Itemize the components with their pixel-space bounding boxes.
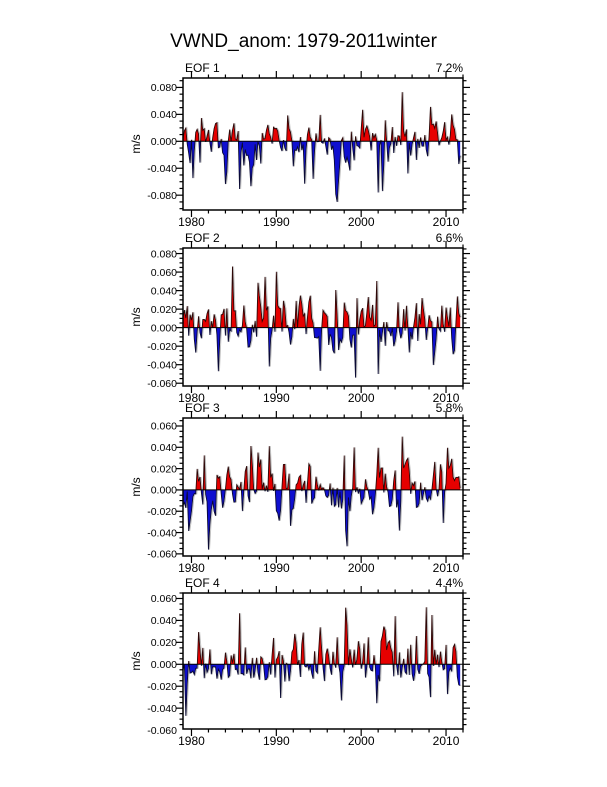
x-tick-label: 2010 bbox=[433, 734, 460, 748]
y-tick-label: 0.000 bbox=[151, 485, 177, 497]
y-tick-label: 0.040 bbox=[151, 442, 177, 454]
eof4-plot-area: 1980 1990 2000 2010 0.060 0.040 0.020 0.000 -0.0… bbox=[147, 586, 470, 748]
x-tick-label: 2010 bbox=[433, 391, 460, 405]
y-tick-label: -0.060 bbox=[147, 378, 177, 390]
y-tick-label: -0.040 bbox=[147, 163, 177, 175]
y-tick-label: -0.020 bbox=[147, 341, 177, 353]
y-tick-label: -0.080 bbox=[147, 190, 177, 202]
y-tick-label: -0.060 bbox=[147, 549, 177, 561]
y-tick-label: 0.040 bbox=[151, 109, 177, 121]
eof2-y-axis-unit: m/s bbox=[129, 307, 143, 326]
eof2-percent-label: 6.6% bbox=[436, 231, 464, 245]
y-tick-label: 0.060 bbox=[151, 421, 177, 433]
x-tick-label: 1980 bbox=[178, 561, 205, 575]
x-tick-label: 1980 bbox=[178, 215, 205, 229]
x-tick-label: 1990 bbox=[263, 734, 290, 748]
x-tick-label: 2010 bbox=[433, 215, 460, 229]
y-tick-label: -0.060 bbox=[147, 725, 177, 737]
y-tick-label: 0.020 bbox=[151, 304, 177, 316]
y-tick-label: 0.060 bbox=[151, 267, 177, 279]
x-tick-label: 1990 bbox=[263, 391, 290, 405]
eof1-label: EOF 1 bbox=[185, 61, 220, 75]
y-tick-label: -0.040 bbox=[147, 359, 177, 371]
y-tick-label: -0.040 bbox=[147, 527, 177, 539]
eof1-percent-label: 7.2% bbox=[436, 61, 464, 75]
y-tick-label: -0.040 bbox=[147, 703, 177, 715]
y-tick-label: 0.000 bbox=[151, 322, 177, 334]
y-tick-label: 0.040 bbox=[151, 615, 177, 627]
eof2-plot-area: 1980 1990 2000 2010 0.080 0.060 0.040 0.020 0.00… bbox=[147, 241, 470, 405]
eof4-y-axis-unit: m/s bbox=[129, 651, 143, 670]
y-tick-label: 0.060 bbox=[151, 593, 177, 605]
x-tick-label: 2000 bbox=[348, 561, 375, 575]
y-tick-label: 0.000 bbox=[151, 136, 177, 148]
y-tick-label: -0.020 bbox=[147, 506, 177, 518]
eof3-label: EOF 3 bbox=[185, 401, 220, 415]
x-tick-label: 2000 bbox=[348, 391, 375, 405]
x-tick-label: 2010 bbox=[433, 561, 460, 575]
eof3-percent-label: 5.8% bbox=[436, 401, 464, 415]
chart-title: VWND_anom: 1979-2011winter bbox=[170, 31, 437, 52]
eof4-percent-label: 4.4% bbox=[436, 576, 464, 590]
x-tick-label: 1990 bbox=[263, 215, 290, 229]
y-tick-label: 0.020 bbox=[151, 637, 177, 649]
eof2-label: EOF 2 bbox=[185, 231, 220, 245]
y-tick-label: -0.020 bbox=[147, 681, 177, 693]
eof4-label: EOF 4 bbox=[185, 576, 220, 590]
y-tick-label: 0.000 bbox=[151, 659, 177, 671]
eof3-panel: EOF 3 5.8% m/s 1980 1990 2000 2010 0.060 0.04… bbox=[129, 401, 470, 575]
eof1-y-axis-unit: m/s bbox=[129, 134, 143, 153]
x-tick-label: 1990 bbox=[263, 561, 290, 575]
eof4-panel: EOF 4 4.4% m/s 1980 1990 2000 2010 0.060 0.04… bbox=[129, 576, 470, 748]
y-tick-label: 0.080 bbox=[151, 82, 177, 94]
eof3-y-axis-unit: m/s bbox=[129, 477, 143, 496]
y-tick-label: 0.020 bbox=[151, 463, 177, 475]
y-tick-label: 0.080 bbox=[151, 248, 177, 260]
eof1-plot-area: 1980 1990 2000 2010 0.080 0.040 0.000 -0.040 -0.… bbox=[147, 71, 470, 229]
eof1-panel: EOF 1 7.2% m/s 1980 1990 2000 2010 0.080 0.04… bbox=[129, 61, 470, 229]
x-tick-label: 2000 bbox=[348, 734, 375, 748]
eof2-panel: EOF 2 6.6% m/s 1980 1990 2000 2010 0.080 0.06… bbox=[129, 231, 470, 405]
x-tick-label: 1980 bbox=[178, 391, 205, 405]
y-tick-label: 0.040 bbox=[151, 285, 177, 297]
x-tick-label: 2000 bbox=[348, 215, 375, 229]
eof3-plot-area: 1980 1990 2000 2010 0.060 0.040 0.020 0.000 -0.0… bbox=[147, 411, 470, 575]
x-tick-label: 1980 bbox=[178, 734, 205, 748]
